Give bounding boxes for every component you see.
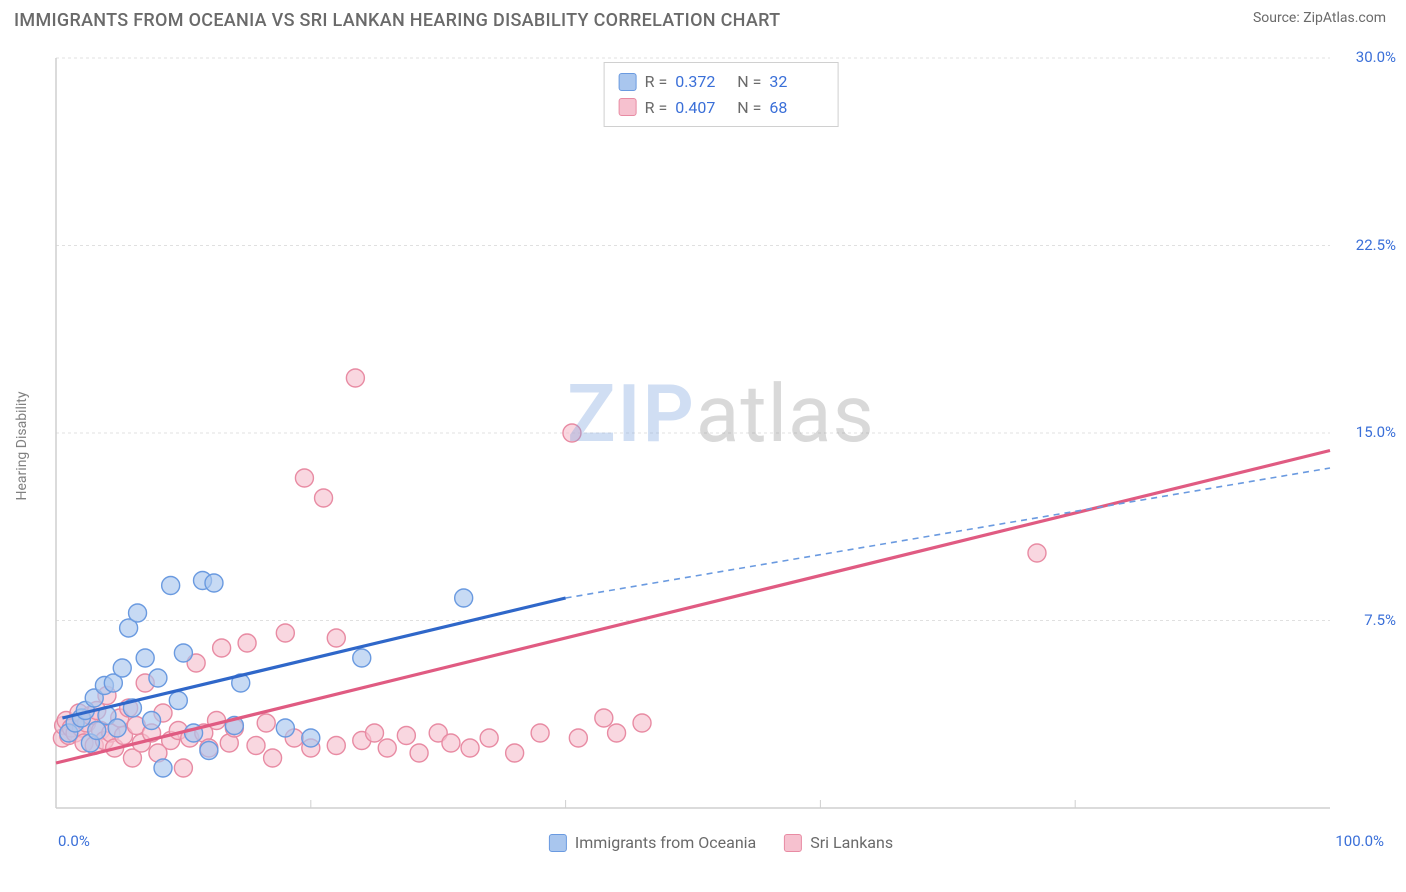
- series-a-name: Immigrants from Oceania: [575, 833, 756, 852]
- r-label: R =: [645, 95, 668, 121]
- r-value-b: 0.407: [675, 95, 729, 121]
- legend-swatch-a: [619, 73, 637, 91]
- r-label: R =: [645, 69, 668, 95]
- y-tick-label: 30.0%: [1356, 48, 1396, 66]
- source-label: Source: ZipAtlas.com: [1253, 10, 1386, 26]
- legend-swatch-b: [619, 98, 637, 116]
- x-axis-max-label: 100.0%: [1335, 832, 1384, 850]
- y-axis-label: Hearing Disability: [14, 392, 30, 501]
- legend-row-a: R = 0.372 N = 32: [619, 69, 824, 95]
- legend-swatch-a-icon: [549, 834, 567, 852]
- legend-swatch-b-icon: [784, 834, 802, 852]
- chart-container: Hearing Disability ZIPatlas R = 0.372 N …: [50, 48, 1392, 844]
- legend-stats-box: R = 0.372 N = 32 R = 0.407 N = 68: [604, 62, 839, 127]
- chart-title: IMMIGRANTS FROM OCEANIA VS SRI LANKAN HE…: [14, 10, 780, 31]
- n-label: N =: [737, 95, 761, 121]
- y-tick-label: 7.5%: [1364, 611, 1396, 629]
- scatter-plot: [50, 48, 1392, 844]
- n-value-a: 32: [769, 69, 823, 95]
- y-tick-label: 15.0%: [1356, 423, 1396, 441]
- series-b-name: Sri Lankans: [810, 833, 893, 852]
- legend-row-b: R = 0.407 N = 68: [619, 95, 824, 121]
- bottom-legend: Immigrants from Oceania Sri Lankans: [549, 833, 893, 852]
- y-tick-label: 22.5%: [1356, 236, 1396, 254]
- bottom-legend-item-b: Sri Lankans: [784, 833, 893, 852]
- bottom-legend-item-a: Immigrants from Oceania: [549, 833, 756, 852]
- n-value-b: 68: [769, 95, 823, 121]
- n-label: N =: [737, 69, 761, 95]
- x-axis-min-label: 0.0%: [58, 832, 90, 850]
- r-value-a: 0.372: [675, 69, 729, 95]
